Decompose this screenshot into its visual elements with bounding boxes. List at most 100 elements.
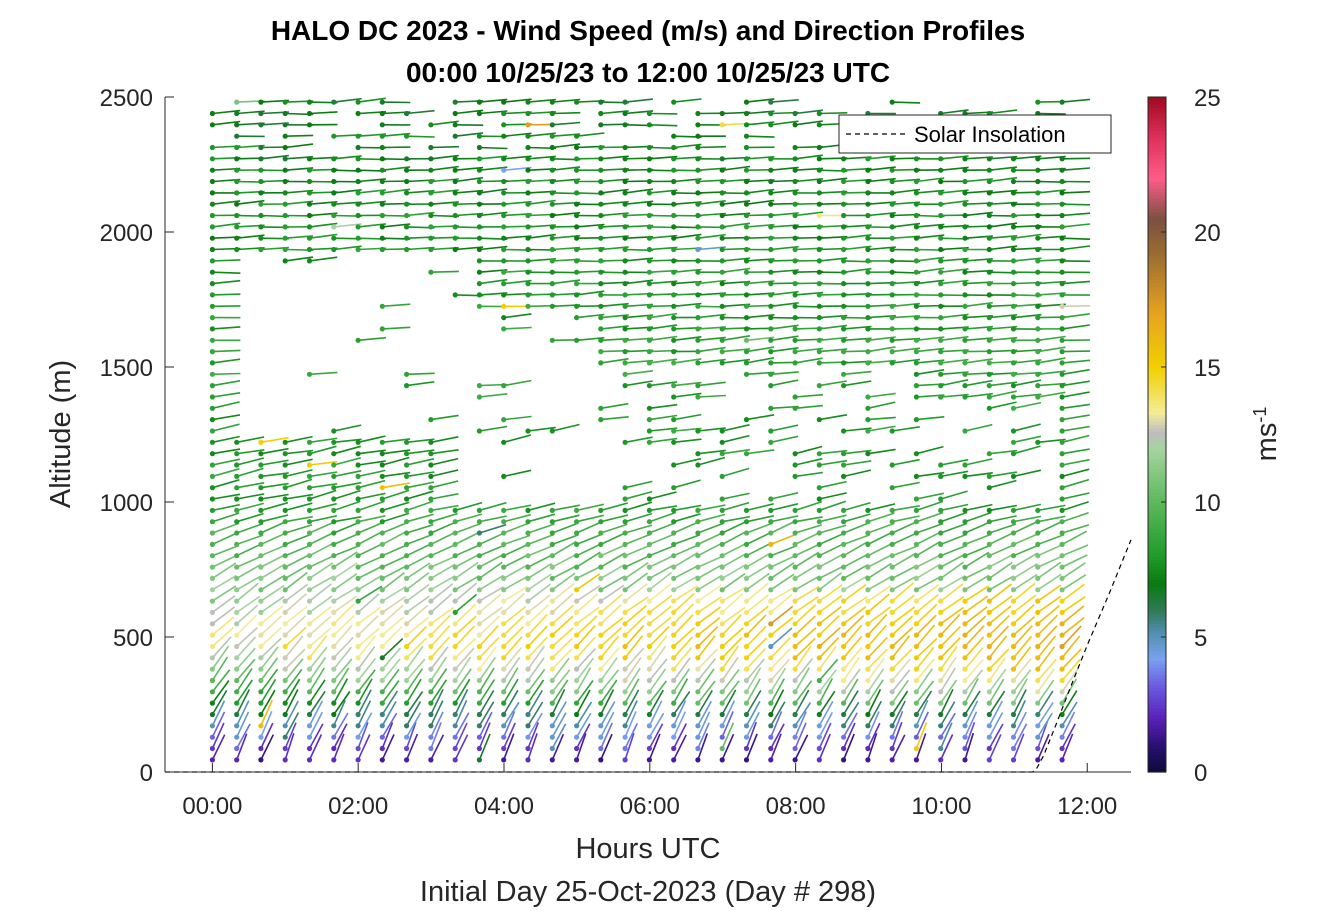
wind-barb-point: [695, 643, 701, 650]
wind-barb-shaft: [503, 605, 527, 625]
wind-barb-point: [549, 258, 555, 264]
wind-barb-shaft: [624, 615, 647, 636]
wind-barb-point: [549, 609, 555, 616]
wind-barb-shaft: [454, 603, 476, 625]
wind-barb-shaft: [527, 604, 550, 625]
wind-barb-point: [865, 711, 871, 718]
wind-barb-point: [671, 156, 677, 162]
wind-barb-point: [574, 292, 580, 298]
wind-barb-point: [525, 246, 531, 253]
wind-barb-point: [379, 485, 385, 491]
wind-barb-point: [913, 349, 920, 355]
wind-barb-point: [501, 643, 507, 650]
wind-barb-point: [404, 723, 410, 729]
wind-barb-shaft: [357, 734, 371, 761]
wind-barb-shaft: [503, 563, 529, 580]
wind-barb-point: [792, 632, 798, 638]
colorbar-segment: [1148, 755, 1166, 760]
wind-barb-point: [404, 655, 410, 661]
wind-barb-shaft: [722, 200, 751, 205]
wind-barb-point: [209, 700, 215, 706]
wind-barb-point: [306, 609, 313, 616]
wind-barb-point: [282, 496, 288, 502]
colorbar-segment: [1148, 309, 1166, 314]
wind-barb-point: [355, 485, 361, 491]
wind-barb-point: [938, 621, 944, 627]
wind-barb-point: [501, 711, 507, 718]
wind-barb-point: [962, 258, 968, 264]
wind-barb-point: [306, 564, 313, 570]
wind-barb-point: [962, 507, 968, 513]
wind-barb-point: [1035, 246, 1041, 253]
wind-barb-shaft: [722, 335, 751, 342]
wind-barb-shaft: [600, 416, 629, 421]
wind-barb-point: [501, 530, 507, 536]
wind-barb-point: [962, 462, 968, 468]
wind-barb-point: [452, 609, 458, 616]
wind-barb-shaft: [964, 574, 990, 591]
wind-barb-point: [209, 235, 215, 241]
wind-barb-point: [792, 258, 798, 264]
wind-barb-point: [598, 281, 604, 287]
wind-barb-shaft: [770, 586, 796, 602]
wind-barb-point: [1010, 235, 1017, 241]
wind-barb-shaft: [309, 520, 336, 534]
wind-barb-point: [598, 632, 604, 638]
wind-barb-point: [282, 519, 288, 525]
wind-barb-shaft: [940, 522, 968, 534]
wind-barb-shaft: [260, 615, 282, 636]
wind-barb-point: [258, 587, 264, 593]
wind-barb-point: [889, 224, 895, 230]
wind-barb-point: [962, 315, 968, 321]
wind-barb-point: [695, 122, 701, 128]
wind-barb-point: [816, 689, 822, 695]
wind-barb-shaft: [357, 646, 376, 670]
wind-barb-shaft: [697, 522, 725, 534]
wind-barb-shaft: [673, 636, 693, 659]
wind-barb-point: [234, 564, 240, 570]
wind-barb-point: [258, 643, 264, 650]
wind-barb-shaft: [867, 657, 885, 681]
wind-barb-shaft: [211, 616, 235, 636]
wind-barb-point: [889, 428, 895, 434]
wind-barb-point: [549, 144, 555, 151]
wind-barb-point: [501, 417, 507, 423]
wind-barb-point: [646, 246, 653, 253]
wind-barb-shaft: [697, 689, 713, 715]
wind-barb-point: [816, 496, 822, 502]
wind-barb-point: [913, 156, 920, 162]
wind-barb-shaft: [721, 711, 734, 738]
wind-barb-point: [1059, 507, 1065, 513]
wind-barb-shaft: [795, 404, 823, 410]
wind-barb-point: [209, 609, 215, 616]
wind-barb-point: [913, 519, 920, 525]
wind-barb-point: [428, 439, 434, 445]
wind-barb-shaft: [794, 734, 809, 761]
wind-barb-point: [1059, 315, 1065, 321]
wind-barb-shaft: [940, 458, 969, 466]
wind-barb-point: [549, 689, 555, 695]
wind-barb-shaft: [382, 449, 411, 455]
wind-barb-point: [792, 734, 798, 740]
wind-barb-point: [404, 439, 410, 445]
colorbar-segment: [1148, 383, 1166, 388]
wind-barb-shaft: [794, 120, 823, 126]
colorbar-segment: [1148, 464, 1166, 469]
wind-barb-shaft: [624, 501, 653, 512]
wind-barb-shaft: [770, 435, 799, 444]
colorbar-segment: [1148, 549, 1166, 554]
wind-barb-point: [1059, 99, 1065, 105]
wind-barb-point: [865, 734, 871, 740]
wind-barb-point: [209, 451, 215, 457]
wind-barb-shaft: [309, 471, 338, 478]
wind-barb-shaft: [867, 346, 896, 353]
wind-barb-point: [355, 621, 361, 627]
wind-barb-point: [598, 99, 604, 105]
wind-barb-shaft: [964, 647, 984, 670]
wind-barb-shaft: [212, 503, 240, 512]
wind-barb-point: [938, 655, 944, 661]
wind-barb-shaft: [722, 492, 750, 500]
wind-barb-point: [574, 734, 580, 740]
wind-barb-shaft: [284, 700, 299, 727]
wind-barb-point: [986, 451, 992, 457]
